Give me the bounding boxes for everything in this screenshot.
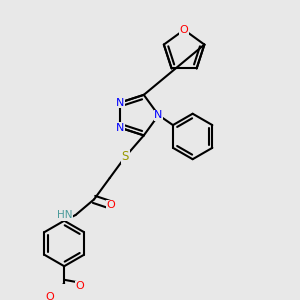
Text: HN: HN bbox=[57, 210, 73, 220]
Text: N: N bbox=[116, 98, 124, 108]
Text: O: O bbox=[76, 281, 84, 291]
Text: O: O bbox=[107, 200, 116, 210]
Text: S: S bbox=[122, 150, 129, 163]
Text: O: O bbox=[180, 25, 188, 35]
Text: O: O bbox=[46, 292, 54, 300]
Text: N: N bbox=[154, 110, 163, 120]
Text: N: N bbox=[116, 123, 124, 133]
